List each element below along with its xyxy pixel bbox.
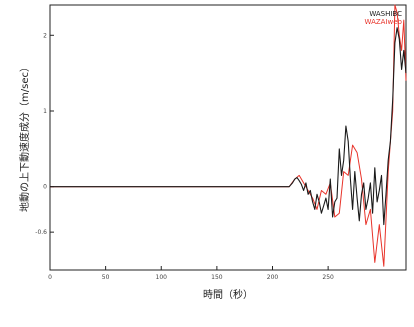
legend-label-1: WAZAIweb [365,18,403,26]
legend-label-0: WASHIBC [369,10,402,18]
y-tick-label-0: -0.6 [35,229,47,236]
series-line-0 [50,27,407,226]
x-tick-label-2: 100 [156,274,168,281]
x-tick-label-4: 200 [267,274,279,281]
x-tick-label-3: 150 [211,274,223,281]
y-tick-label-3: 2 [43,32,47,39]
y-tick-label-2: 1 [43,108,47,115]
y-tick-label-1: 0 [43,184,47,191]
x-axis-label: 時間（秒） [203,288,253,301]
x-tick-label-1: 50 [102,274,110,281]
y-axis-label: 地動の上下動速度成分（m/sec） [18,62,31,212]
plot-area [49,4,407,271]
x-tick-label-5: 250 [322,274,334,281]
ticks-layer: 0 50 100 150 200 250 -0.6 0 1 2 [35,32,334,281]
x-tick-label-0: 0 [48,274,52,281]
series-layer [50,4,407,267]
